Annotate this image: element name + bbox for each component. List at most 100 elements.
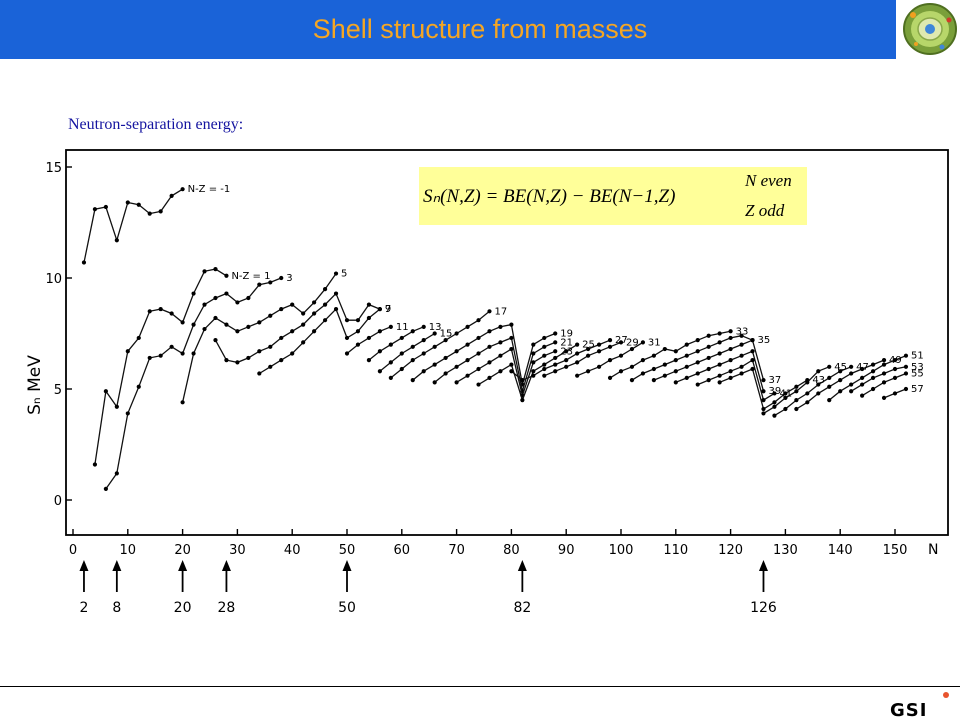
data-point	[301, 340, 306, 345]
data-point	[476, 335, 481, 341]
data-point	[695, 382, 700, 387]
data-point	[344, 335, 350, 341]
series-label: 3	[286, 273, 292, 284]
series-label: 53	[911, 362, 924, 373]
series-label: 57	[911, 384, 924, 395]
data-point	[607, 344, 613, 349]
data-point	[432, 331, 437, 336]
data-point	[388, 360, 393, 365]
data-point	[213, 267, 218, 272]
data-point	[421, 338, 426, 343]
data-point	[553, 355, 558, 361]
data-point	[125, 411, 130, 416]
data-point	[246, 324, 251, 329]
series-label: 31	[648, 337, 661, 348]
data-point	[268, 280, 273, 285]
magic-number-label: 82	[513, 600, 531, 616]
data-point	[114, 471, 119, 476]
data-point	[103, 389, 108, 394]
data-point	[410, 358, 415, 363]
data-point	[498, 324, 503, 329]
data-point	[158, 209, 163, 214]
data-point	[421, 369, 426, 374]
data-point	[794, 389, 799, 394]
data-point	[279, 358, 284, 363]
data-point	[410, 329, 415, 334]
magic-number-label: 50	[338, 600, 356, 616]
data-point	[761, 406, 766, 412]
data-point	[542, 362, 547, 367]
data-point	[191, 322, 196, 327]
series-label: 41	[779, 388, 792, 399]
data-point	[903, 364, 909, 369]
series-line	[774, 366, 852, 417]
data-point	[607, 375, 613, 380]
data-point	[892, 375, 898, 380]
data-point	[125, 200, 130, 205]
data-point	[191, 291, 196, 296]
data-point	[432, 344, 437, 349]
data-point	[542, 344, 547, 349]
series-label: 7	[385, 304, 391, 315]
x-tick-label: 130	[773, 543, 798, 558]
data-point	[542, 335, 547, 341]
series-line	[510, 339, 611, 381]
data-point	[158, 353, 163, 358]
data-point	[213, 338, 218, 343]
gsi-logo-dot	[943, 692, 949, 698]
data-point	[224, 273, 229, 278]
series-label: 27	[615, 335, 628, 346]
data-point	[454, 380, 459, 385]
series-label: 47	[856, 362, 869, 373]
data-point	[454, 364, 459, 369]
data-point	[454, 349, 459, 354]
series-label: 55	[911, 368, 924, 379]
data-point	[575, 342, 580, 347]
data-point	[476, 318, 481, 323]
data-point	[827, 364, 832, 369]
footer-divider	[0, 686, 960, 687]
data-point	[881, 358, 887, 363]
data-point	[279, 335, 284, 341]
data-point	[366, 302, 372, 307]
data-point	[103, 204, 108, 210]
data-point	[410, 344, 415, 349]
data-point	[81, 260, 87, 265]
y-tick-label: 15	[45, 161, 62, 176]
data-point	[191, 351, 196, 356]
data-point	[629, 346, 635, 352]
data-point	[180, 320, 185, 325]
title-bar	[0, 0, 896, 59]
y-tick-label: 0	[54, 494, 62, 509]
data-point	[739, 364, 744, 369]
data-point	[575, 360, 580, 365]
x-tick-label: 20	[174, 543, 191, 558]
data-point	[542, 373, 547, 378]
data-point	[772, 400, 777, 405]
data-point	[202, 302, 207, 307]
data-point	[158, 306, 163, 312]
chart-subtitle: Neutron-separation energy:	[68, 116, 244, 133]
data-point	[706, 355, 711, 361]
data-point	[651, 378, 656, 383]
data-point	[673, 380, 678, 385]
data-point	[838, 369, 843, 374]
data-point	[333, 291, 339, 296]
data-point	[290, 329, 295, 334]
data-point	[268, 364, 273, 369]
data-point	[728, 335, 733, 341]
data-point	[344, 351, 350, 356]
series-label: 25	[582, 340, 595, 351]
data-point	[640, 358, 646, 363]
data-point	[202, 326, 207, 332]
series-label: 5	[341, 269, 347, 280]
data-point	[432, 362, 437, 367]
series-line	[390, 310, 490, 379]
x-tick-label: 50	[339, 543, 356, 558]
data-point	[684, 353, 689, 358]
data-point	[684, 375, 689, 380]
data-point	[772, 391, 777, 396]
data-point	[816, 382, 821, 387]
data-point	[761, 398, 766, 403]
data-point	[125, 349, 130, 354]
